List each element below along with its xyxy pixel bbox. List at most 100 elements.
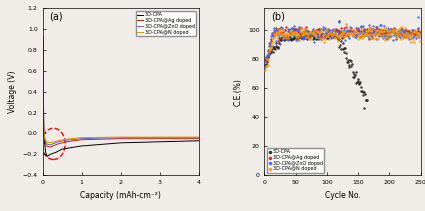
3D-CPA@N doped xyxy=(366,27,373,30)
3D-CPA@ZnO doped xyxy=(277,42,283,45)
3D-CPA@Ag doped xyxy=(346,28,352,32)
3D-CPA@N doped xyxy=(287,29,294,32)
3D-CPA@ZnO doped xyxy=(302,35,309,39)
3D-CPA@N doped xyxy=(331,33,337,36)
3D-CPA@ZnO doped xyxy=(407,33,414,36)
3D-CPA xyxy=(292,36,299,40)
3D-CPA@Ag doped xyxy=(398,32,405,35)
3D-CPA@N doped xyxy=(384,32,391,35)
3D-CPA xyxy=(269,47,275,50)
3D-CPA@ZnO doped xyxy=(303,37,310,40)
Legend: 3D-CPA, 3D-CPA@Ag doped, 3D-CPA@ZnO doped, 3D-CPA@N doped: 3D-CPA, 3D-CPA@Ag doped, 3D-CPA@ZnO dope… xyxy=(267,148,324,173)
3D-CPA xyxy=(346,65,352,68)
3D-CPA@Ag doped xyxy=(319,34,326,38)
3D-CPA@N doped xyxy=(364,30,371,33)
3D-CPA@Ag doped xyxy=(286,30,292,33)
3D-CPA@N doped xyxy=(40,35,45,38)
3D-CPA@Ag doped xyxy=(382,31,389,34)
3D-CPA@Ag doped xyxy=(277,31,283,35)
3D-CPA@ZnO doped xyxy=(324,30,331,33)
3D-CPA@N doped xyxy=(305,32,312,36)
3D-CPA@N doped xyxy=(312,30,319,33)
3D-CPA@N doped xyxy=(381,29,388,32)
3D-CPA@ZnO doped xyxy=(351,30,357,33)
3D-CPA@ZnO doped xyxy=(300,33,307,36)
3D-CPA@N doped xyxy=(369,33,376,36)
3D-CPA@ZnO doped xyxy=(362,34,368,37)
3D-CPA xyxy=(282,37,289,40)
3D-CPA@N doped xyxy=(387,33,394,37)
3D-CPA@Ag doped xyxy=(290,30,297,33)
3D-CPA@ZnO doped xyxy=(394,31,400,34)
3D-CPA@N doped xyxy=(372,31,379,34)
3D-CPA@Ag doped xyxy=(305,35,312,38)
3D-CPA@N doped xyxy=(315,30,322,34)
3D-CPA@N doped xyxy=(288,32,295,35)
3D-CPA xyxy=(304,36,311,39)
3D-CPA@Ag doped xyxy=(358,26,365,29)
3D-CPA@N doped xyxy=(316,32,323,35)
3D-CPA xyxy=(348,59,355,62)
3D-CPA@Ag doped xyxy=(363,27,370,31)
3D-CPA@N doped xyxy=(407,32,414,36)
3D-CPA@ZnO doped xyxy=(398,30,405,33)
3D-CPA@N doped xyxy=(346,33,353,37)
3D-CPA xyxy=(349,70,356,73)
3D-CPA xyxy=(322,34,329,37)
3D-CPA@N doped xyxy=(299,31,306,34)
3D-CPA@N doped xyxy=(79,136,84,139)
3D-CPA@Ag doped xyxy=(270,33,277,36)
3D-CPA xyxy=(313,37,320,41)
3D-CPA@Ag doped xyxy=(356,31,363,34)
3D-CPA xyxy=(303,37,310,41)
3D-CPA@Ag doped xyxy=(323,28,330,32)
3D-CPA xyxy=(360,91,367,94)
3D-CPA@ZnO doped xyxy=(407,32,414,36)
3D-CPA@N doped xyxy=(41,127,46,130)
3D-CPA@ZnO doped xyxy=(271,29,278,32)
3D-CPA@N doped xyxy=(384,29,391,33)
3D-CPA xyxy=(291,36,298,39)
3D-CPA xyxy=(282,38,289,41)
3D-CPA@Ag doped xyxy=(329,29,335,32)
3D-CPA xyxy=(343,56,350,59)
3D-CPA@ZnO doped xyxy=(396,28,402,32)
3D-CPA@N doped xyxy=(335,37,342,40)
3D-CPA@N doped xyxy=(382,27,389,30)
3D-CPA xyxy=(302,36,309,39)
3D-CPA@N doped xyxy=(334,35,341,38)
3D-CPA xyxy=(351,72,357,75)
3D-CPA@ZnO doped xyxy=(391,34,398,37)
3D-CPA@N doped xyxy=(314,30,320,33)
3D-CPA@N doped xyxy=(118,136,123,138)
3D-CPA@ZnO doped xyxy=(371,29,378,33)
3D-CPA xyxy=(306,35,312,38)
3D-CPA@Ag doped xyxy=(374,30,381,34)
3D-CPA@N doped xyxy=(329,32,336,36)
3D-CPA@N doped xyxy=(358,37,365,40)
3D-CPA xyxy=(293,36,300,39)
3D-CPA@N doped xyxy=(371,33,378,36)
3D-CPA@N doped xyxy=(367,33,374,37)
3D-CPA@ZnO doped xyxy=(380,31,387,34)
3D-CPA@ZnO doped xyxy=(331,29,338,32)
3D-CPA@ZnO doped xyxy=(319,25,326,29)
3D-CPA@ZnO doped xyxy=(305,33,312,37)
3D-CPA@N doped xyxy=(329,35,335,38)
3D-CPA@N doped xyxy=(382,38,388,42)
3D-CPA@N doped xyxy=(267,45,274,49)
3D-CPA@ZnO doped xyxy=(276,28,283,31)
3D-CPA xyxy=(283,37,290,40)
3D-CPA@Ag doped xyxy=(392,28,399,31)
3D-CPA@Ag doped xyxy=(355,29,362,32)
3D-CPA@N doped xyxy=(373,36,380,39)
3D-CPA@N doped xyxy=(409,30,416,34)
3D-CPA@N doped xyxy=(320,41,327,44)
3D-CPA@ZnO doped xyxy=(289,33,296,36)
3D-CPA@ZnO doped xyxy=(360,24,367,27)
3D-CPA@Ag doped xyxy=(400,32,407,35)
3D-CPA@Ag doped xyxy=(290,29,297,32)
3D-CPA@Ag doped xyxy=(388,29,395,32)
3D-CPA xyxy=(355,81,362,84)
3D-CPA xyxy=(329,32,335,35)
